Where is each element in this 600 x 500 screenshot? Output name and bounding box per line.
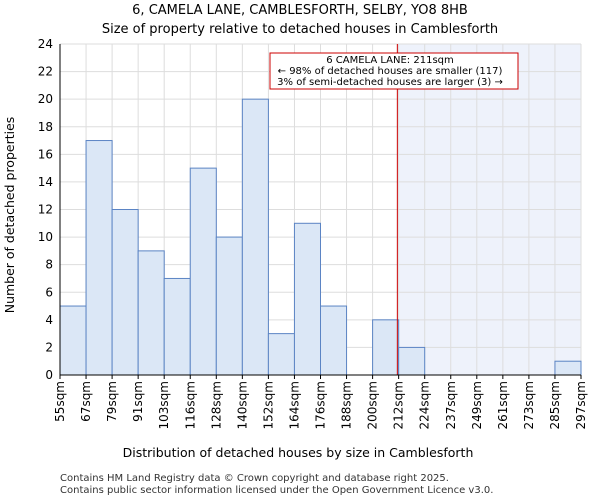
bar xyxy=(59,305,87,376)
x-tick-label: 79sqm xyxy=(105,381,119,422)
annotation-box xyxy=(269,52,519,90)
y-tick-label: 16 xyxy=(38,147,53,161)
y-tick-label: 22 xyxy=(38,65,53,79)
footer-line-2: Contains public sector information licen… xyxy=(60,485,493,496)
x-tick-label: 224sqm xyxy=(418,381,432,429)
bar xyxy=(398,346,426,376)
x-tick-label: 116sqm xyxy=(183,381,197,429)
bar xyxy=(554,360,582,376)
y-tick-label: 8 xyxy=(45,258,53,272)
bar xyxy=(137,250,165,376)
x-tick-label: 55sqm xyxy=(53,381,67,422)
x-tick-label: 200sqm xyxy=(366,381,380,429)
x-tick-label: 212sqm xyxy=(392,381,406,429)
chart-subtitle: Size of property relative to detached ho… xyxy=(102,22,498,37)
bar xyxy=(267,333,295,376)
y-tick-label: 18 xyxy=(38,120,53,134)
bar xyxy=(320,305,348,376)
x-tick-label: 103sqm xyxy=(157,381,171,429)
bar xyxy=(241,98,269,376)
annotation-line: 3% of semi-detached houses are larger (3… xyxy=(277,77,503,88)
chart-title: 6, CAMELA LANE, CAMBLESFORTH, SELBY, YO8… xyxy=(132,3,468,18)
x-tick-label: 261sqm xyxy=(496,381,510,429)
y-tick-label: 12 xyxy=(38,203,53,217)
x-tick-label: 273sqm xyxy=(522,381,536,429)
x-tick-label: 249sqm xyxy=(470,381,484,429)
bar xyxy=(189,167,217,376)
y-axis-label: Number of detached properties xyxy=(2,117,17,314)
bar xyxy=(163,277,191,376)
x-tick-label: 128sqm xyxy=(209,381,223,429)
y-tick-label: 24 xyxy=(38,37,53,51)
bar xyxy=(372,319,400,376)
x-tick-label: 176sqm xyxy=(314,381,328,429)
x-tick-label: 140sqm xyxy=(235,381,249,429)
y-tick-label: 10 xyxy=(38,230,53,244)
y-tick-label: 2 xyxy=(45,340,53,354)
footer-line-1: Contains HM Land Registry data © Crown c… xyxy=(60,473,449,484)
x-tick-label: 188sqm xyxy=(340,381,354,429)
x-tick-label: 164sqm xyxy=(287,381,301,429)
x-tick-label: 285sqm xyxy=(548,381,562,429)
bar xyxy=(293,222,322,376)
bar xyxy=(111,209,139,376)
y-tick-label: 14 xyxy=(38,175,53,189)
y-tick-label: 0 xyxy=(45,368,53,382)
x-axis-label: Distribution of detached houses by size … xyxy=(123,445,474,460)
x-tick-label: 91sqm xyxy=(131,381,145,422)
y-tick-label: 6 xyxy=(45,285,53,299)
x-tick-label: 237sqm xyxy=(444,381,458,429)
y-tick-label: 4 xyxy=(45,313,53,327)
annotation-line: ← 98% of detached houses are smaller (11… xyxy=(278,66,503,77)
bar xyxy=(85,140,113,376)
x-tick-label: 297sqm xyxy=(574,381,588,429)
y-tick-label: 20 xyxy=(38,92,53,106)
bar xyxy=(215,236,243,376)
annotation-line: 6 CAMELA LANE: 211sqm xyxy=(326,55,454,66)
x-tick-label: 152sqm xyxy=(261,381,275,429)
x-tick-label: 67sqm xyxy=(79,381,93,422)
